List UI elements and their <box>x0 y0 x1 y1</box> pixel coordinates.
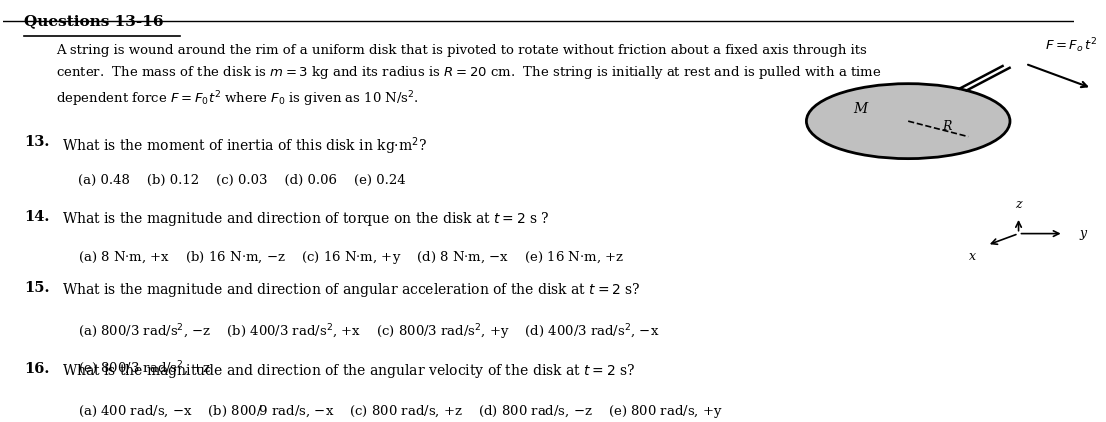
Text: What is the magnitude and direction of angular acceleration of the disk at $t = : What is the magnitude and direction of a… <box>62 281 640 299</box>
Text: $F = F_o\, t^2$: $F = F_o\, t^2$ <box>1045 36 1097 55</box>
Text: M: M <box>853 102 867 116</box>
Text: 16.: 16. <box>24 362 50 376</box>
Text: (a) 8 N$\cdot$m, +x    (b) 16 N$\cdot$m, $-$z    (c) 16 N$\cdot$m, +y    (d) 8 N: (a) 8 N$\cdot$m, +x (b) 16 N$\cdot$m, $-… <box>77 249 624 266</box>
Text: x: x <box>969 250 975 263</box>
Text: 15.: 15. <box>24 281 50 295</box>
Text: (a) 400 rad/s, $-$x    (b) 800/9 rad/s, $-$x    (c) 800 rad/s, +z    (d) 800 rad: (a) 400 rad/s, $-$x (b) 800/9 rad/s, $-$… <box>77 403 722 420</box>
Text: What is the moment of inertia of this disk in kg$\cdot$m$^2$?: What is the moment of inertia of this di… <box>62 135 427 157</box>
Text: What is the magnitude and direction of the angular velocity of the disk at $t = : What is the magnitude and direction of t… <box>62 362 635 380</box>
Text: What is the magnitude and direction of torque on the disk at $t = 2$ s ?: What is the magnitude and direction of t… <box>62 210 550 228</box>
Text: (a) 0.48    (b) 0.12    (c) 0.03    (d) 0.06    (e) 0.24: (a) 0.48 (b) 0.12 (c) 0.03 (d) 0.06 (e) … <box>77 174 406 187</box>
Text: y: y <box>1079 227 1087 240</box>
Text: R: R <box>942 120 952 133</box>
Circle shape <box>806 84 1010 159</box>
Text: Questions 13-16: Questions 13-16 <box>24 15 164 29</box>
Text: (a) 800/3 rad/s$^2$, $-$z    (b) 400/3 rad/s$^2$, +x    (c) 800/3 rad/s$^2$, +y : (a) 800/3 rad/s$^2$, $-$z (b) 400/3 rad/… <box>77 322 659 342</box>
Text: 14.: 14. <box>24 210 50 224</box>
Text: A string is wound around the rim of a uniform disk that is pivoted to rotate wit: A string is wound around the rim of a un… <box>56 44 881 109</box>
Text: (e) 800/3 rad/s$^2$, +z: (e) 800/3 rad/s$^2$, +z <box>77 360 211 378</box>
Text: z: z <box>1015 198 1022 211</box>
Text: 13.: 13. <box>24 135 50 149</box>
